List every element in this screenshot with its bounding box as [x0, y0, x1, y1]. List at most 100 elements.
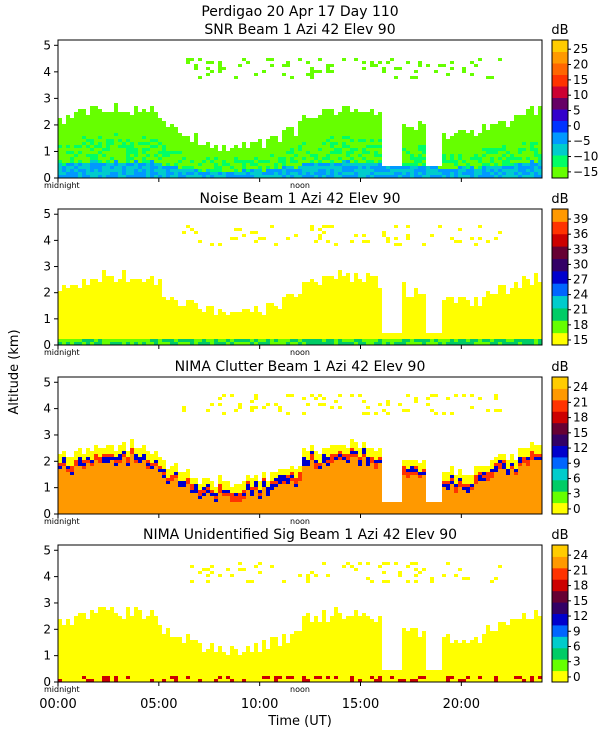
- colorbar-tick-label: 25: [573, 42, 588, 56]
- colorbar-unit: dB: [551, 23, 568, 38]
- colorbar-tick-label: −10: [573, 150, 598, 164]
- y-tick-label: 0: [43, 338, 51, 352]
- colorbar-segment: [552, 97, 568, 110]
- colorbar-segment: [552, 491, 568, 504]
- colorbar-segment: [552, 270, 568, 284]
- colorbar-segment: [552, 209, 568, 222]
- colorbar-segment: [552, 388, 568, 401]
- colorbar-unit: dB: [551, 528, 568, 543]
- midnight-marker: midnight: [44, 685, 80, 694]
- colorbar-tick-label: 0: [573, 119, 581, 133]
- y-tick-label: 3: [43, 260, 51, 274]
- y-tick-label: 4: [43, 402, 51, 416]
- colorbar-tick-label: 0: [573, 502, 581, 516]
- y-tick-label: 2: [43, 454, 51, 468]
- y-tick-label: 2: [43, 622, 51, 636]
- colorbar-tick-label: 24: [573, 288, 588, 302]
- nima-clutter-frame: [57, 376, 543, 515]
- colorbar-segment: [552, 63, 568, 75]
- colorbar-tick-label: 6: [573, 639, 581, 653]
- colorbar-segment: [552, 132, 568, 144]
- colorbar-tick-label: 9: [573, 624, 581, 638]
- colorbar-segment: [552, 468, 568, 481]
- colorbar-tick-label: 10: [573, 88, 588, 102]
- colorbar-segment: [552, 590, 568, 603]
- colorbar-segment: [552, 283, 568, 297]
- noon-marker: noon: [290, 181, 310, 190]
- y-tick-label: 0: [43, 507, 51, 521]
- colorbar-tick-label: 6: [573, 471, 581, 485]
- colorbar-tick-label: 30: [573, 257, 588, 271]
- x-tick-label: 15:00: [342, 697, 379, 712]
- snr-title: SNR Beam 1 Azi 42 Elev 90: [204, 22, 395, 38]
- midnight-marker: midnight: [44, 517, 80, 526]
- snr-frame: [57, 39, 543, 179]
- x-axis-label: Time (UT): [267, 714, 332, 729]
- y-tick-label: 0: [43, 675, 51, 689]
- nima-clutter-panel: NIMA Clutter Beam 1 Azi 42 Elev 90012345…: [43, 359, 588, 526]
- x-tick-label: 20:00: [443, 697, 480, 712]
- nima-unidentified-panel: NIMA Unidentified Sig Beam 1 Azi 42 Elev…: [43, 527, 588, 694]
- y-tick-label: 1: [43, 649, 51, 663]
- colorbar-segment: [552, 434, 568, 446]
- noon-marker: noon: [290, 685, 310, 694]
- colorbar-segment: [552, 166, 568, 179]
- y-tick-label: 3: [43, 428, 51, 442]
- y-tick-label: 1: [43, 144, 51, 158]
- nima-unidentified-frame: [57, 544, 543, 683]
- colorbar-tick-label: 12: [573, 441, 588, 455]
- colorbar-tick-label: 15: [573, 594, 588, 608]
- colorbar-segment: [552, 659, 568, 672]
- y-tick-label: 3: [43, 91, 51, 105]
- colorbar-segment: [552, 647, 568, 660]
- colorbar-tick-label: 18: [573, 411, 588, 425]
- y-axis-label: Altitude (km): [7, 329, 22, 414]
- colorbar-segment: [552, 624, 568, 637]
- colorbar-segment: [552, 51, 568, 64]
- colorbar-segment: [552, 613, 568, 626]
- y-tick-label: 4: [43, 570, 51, 584]
- y-tick-label: 1: [43, 481, 51, 495]
- colorbar-tick-label: 15: [573, 426, 588, 440]
- colorbar-segment: [552, 636, 568, 649]
- colorbar-segment: [552, 233, 568, 247]
- colorbar-tick-label: 39: [573, 212, 588, 226]
- colorbar-tick-label: 5: [573, 104, 581, 118]
- colorbar-segment: [552, 579, 568, 592]
- x-tick-label: 10:00: [241, 697, 278, 712]
- y-tick-label: 3: [43, 596, 51, 610]
- y-tick-label: 4: [43, 233, 51, 247]
- colorbar-tick-label: 21: [573, 303, 588, 317]
- colorbar-tick-label: 33: [573, 242, 588, 256]
- x-tick-label: 05:00: [140, 697, 177, 712]
- y-tick-label: 4: [43, 65, 51, 79]
- colorbar-segment: [552, 670, 568, 683]
- colorbar-tick-label: 18: [573, 579, 588, 593]
- colorbar-segment: [552, 307, 568, 321]
- colorbar-segment: [552, 86, 568, 98]
- colorbar-segment: [552, 143, 568, 156]
- colorbar-tick-label: 36: [573, 227, 588, 241]
- midnight-marker: midnight: [44, 181, 80, 190]
- colorbar-tick-label: 3: [573, 655, 581, 669]
- nima-clutter-heatmap: [58, 394, 542, 514]
- y-tick-label: 5: [43, 543, 51, 557]
- y-tick-label: 1: [43, 312, 51, 326]
- noise-heatmap: [58, 225, 542, 345]
- nima-clutter-title: NIMA Clutter Beam 1 Azi 42 Elev 90: [175, 359, 426, 375]
- noon-marker: noon: [290, 517, 310, 526]
- figure-title: Perdigao 20 Apr 17 Day 110: [201, 4, 398, 20]
- colorbar-segment: [552, 246, 568, 259]
- colorbar-tick-label: 24: [573, 380, 588, 394]
- colorbar-tick-label: 24: [573, 548, 588, 562]
- colorbar-segment: [552, 258, 568, 272]
- colorbar-segment: [552, 602, 568, 614]
- colorbar-segment: [552, 109, 568, 121]
- noon-marker: noon: [290, 348, 310, 357]
- colorbar-segment: [552, 567, 568, 580]
- colorbar-segment: [552, 422, 568, 435]
- noise-panel: Noise Beam 1 Azi 42 Elev 90 0 1 2 3 4 5 midnigh…: [43, 191, 588, 357]
- colorbar-tick-label: 21: [573, 395, 588, 409]
